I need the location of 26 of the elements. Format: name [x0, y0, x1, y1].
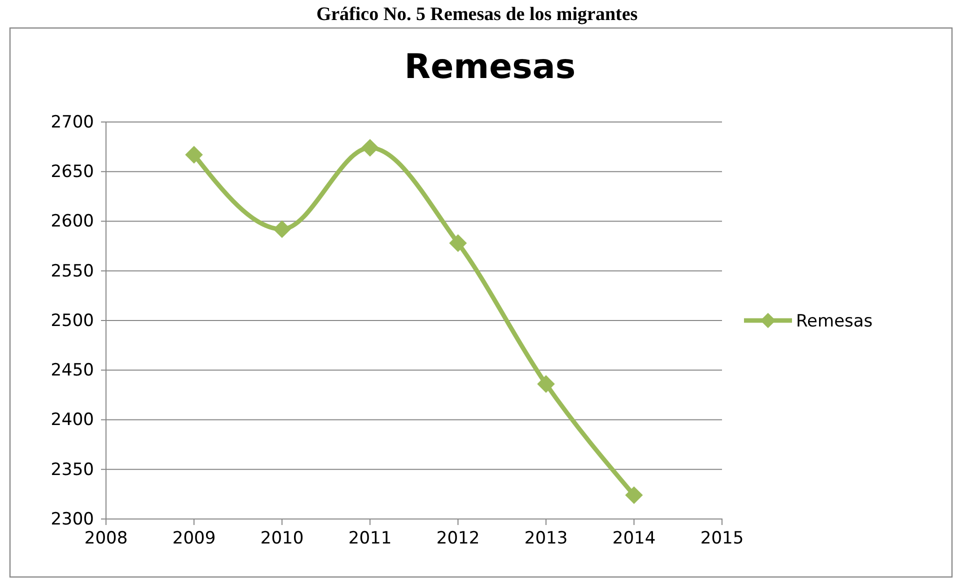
x-tick-label: 2008 — [84, 528, 128, 548]
point — [361, 138, 379, 157]
x-tick-label: 2015 — [700, 528, 744, 548]
y-tick-label: 2450 — [50, 360, 94, 381]
y-tick-label: 2600 — [50, 212, 94, 232]
point — [625, 486, 643, 504]
chart-title: Gráfico No. 5 Remesas de los migrantes — [316, 4, 638, 25]
y-tick-label: 2400 — [50, 410, 94, 430]
y-tick-label: 2700 — [50, 112, 94, 132]
x-tick-label: 2014 — [612, 528, 656, 548]
point — [185, 146, 203, 164]
point — [449, 234, 467, 252]
chart-subtitle: Remesas — [404, 47, 576, 87]
x-tick-label: 2009 — [172, 528, 216, 548]
point — [273, 220, 291, 238]
point — [537, 375, 555, 393]
y-tick-label: 2350 — [50, 460, 94, 480]
x-tick-label: 2012 — [436, 528, 480, 548]
x-tick-label: 2010 — [260, 528, 304, 548]
y-tick-label: 2650 — [50, 162, 94, 182]
legend-label: Remesas — [796, 311, 873, 332]
y-tick-label: 2550 — [50, 261, 94, 282]
x-tick-label: 2011 — [348, 528, 392, 548]
y-tick-label: 2500 — [50, 310, 94, 331]
y-tick-label: 2300 — [50, 509, 94, 530]
x-tick-label: 2013 — [524, 528, 568, 548]
